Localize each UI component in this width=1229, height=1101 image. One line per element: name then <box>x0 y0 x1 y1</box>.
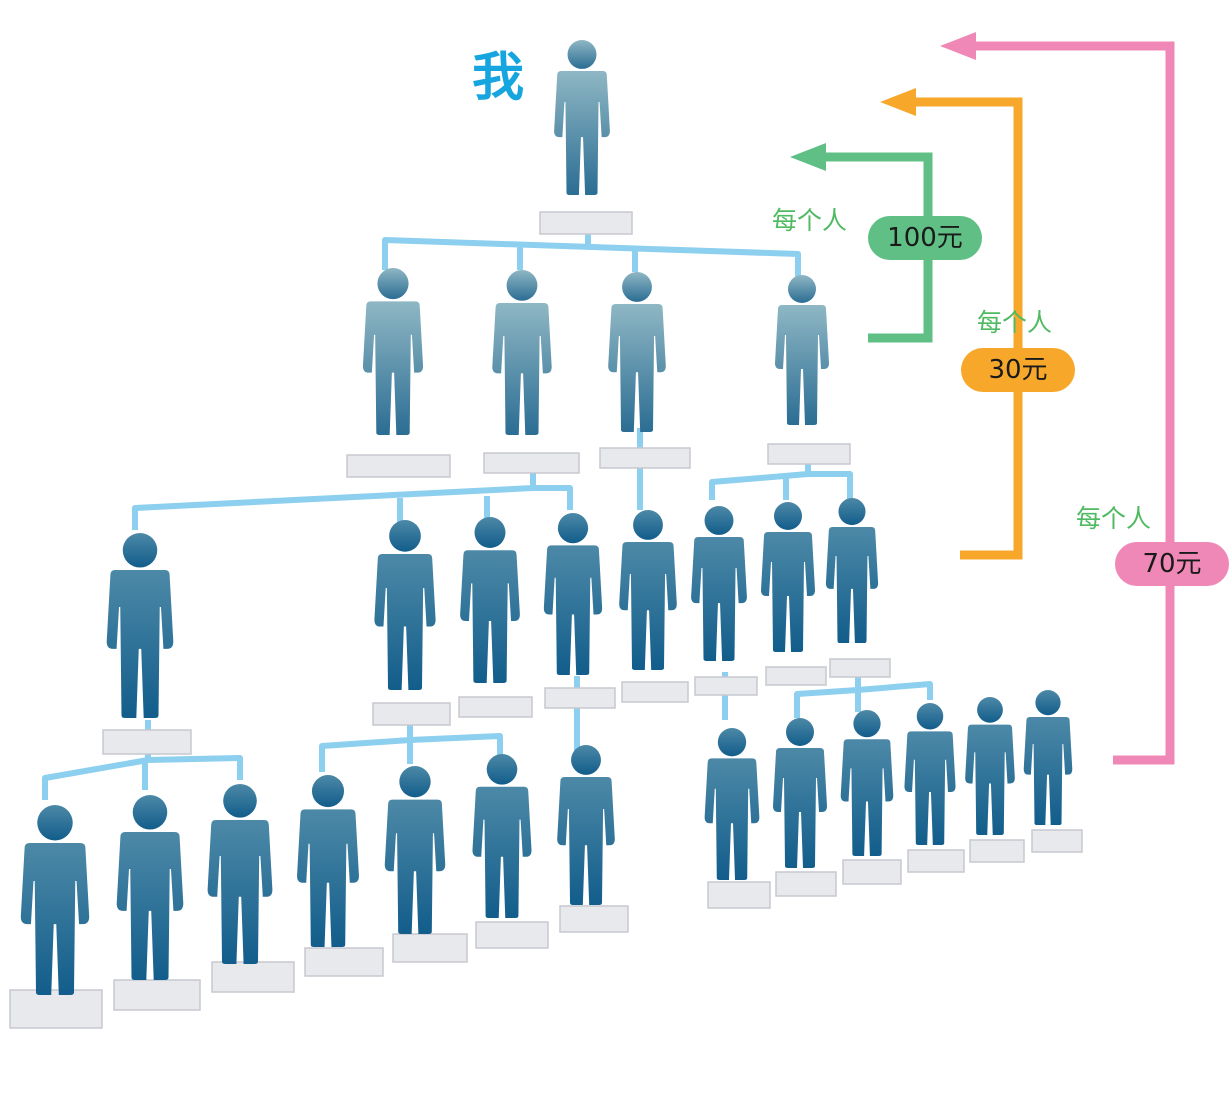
name-plate <box>304 947 384 977</box>
name-plate <box>765 666 827 686</box>
name-plate <box>372 702 451 726</box>
name-plate <box>211 961 295 993</box>
name-plate <box>102 729 192 755</box>
person-icon <box>773 718 827 868</box>
connector-line <box>808 471 853 500</box>
left-arrow-icon <box>940 32 976 60</box>
name-plate <box>842 859 902 885</box>
person-icon <box>384 766 446 934</box>
bracket-arrow <box>940 32 1175 765</box>
name-plates <box>9 211 1083 1029</box>
name-plate <box>458 696 533 718</box>
name-plate <box>9 989 103 1029</box>
person-icon <box>557 745 615 905</box>
name-plate <box>346 454 451 478</box>
connector-line <box>319 720 413 772</box>
tier3-amount-badge: 70元 <box>1115 542 1229 586</box>
person-icon <box>1023 690 1073 825</box>
me-label: 我 <box>472 48 525 108</box>
person-icon <box>761 502 815 652</box>
connector-line <box>533 485 573 510</box>
person-icon <box>704 728 760 880</box>
name-plate <box>767 443 851 465</box>
connector-line <box>147 755 243 780</box>
name-plate <box>559 905 629 933</box>
connector-line <box>857 681 933 700</box>
name-plate <box>392 933 468 963</box>
person-icon <box>965 697 1015 835</box>
tier1-per-person-label: 每个人 <box>772 206 848 235</box>
tier3-per-person-label: 每个人 <box>1076 504 1152 533</box>
connector-line <box>132 465 536 530</box>
tier2-per-person-label: 每个人 <box>977 308 1053 337</box>
name-plate <box>969 839 1025 863</box>
name-plate <box>829 658 891 678</box>
person-icon <box>554 40 610 195</box>
name-plate <box>475 921 549 949</box>
name-plate <box>599 447 691 469</box>
person-icon <box>492 270 552 435</box>
name-plate <box>483 452 580 474</box>
connector-line <box>409 733 503 758</box>
person-icon <box>840 710 894 856</box>
left-arrow-icon <box>790 143 826 171</box>
person-icon <box>775 275 829 425</box>
bracket-line <box>910 97 1023 560</box>
name-plate <box>544 687 616 709</box>
tier1-amount-badge: 100元 <box>868 216 982 260</box>
bracket-arrow <box>880 88 1023 560</box>
bracket-line <box>970 41 1175 765</box>
person-icon <box>619 510 677 670</box>
name-plate <box>539 211 633 235</box>
commission-brackets <box>790 32 1175 765</box>
name-plate <box>113 979 201 1011</box>
person-icon <box>362 268 424 435</box>
name-plate <box>707 881 771 909</box>
connector-line <box>709 462 811 500</box>
person-icon <box>608 272 666 432</box>
name-plate <box>621 681 689 703</box>
name-plate <box>694 676 758 696</box>
connector-line <box>794 676 861 718</box>
tree-connectors <box>42 232 933 800</box>
person-icon <box>207 784 273 964</box>
people <box>20 40 1073 995</box>
person-icon <box>825 498 879 643</box>
tier2-amount-badge: 30元 <box>961 348 1075 392</box>
person-icon <box>904 703 956 845</box>
person-icon <box>116 795 184 980</box>
person-icon <box>691 506 747 661</box>
person-icon <box>106 533 174 718</box>
left-arrow-icon <box>880 88 916 116</box>
name-plate <box>1031 829 1083 853</box>
person-icon <box>20 805 90 995</box>
person-icon <box>297 775 359 947</box>
person-icon <box>472 754 532 918</box>
connector-line <box>382 237 801 280</box>
person-icon <box>460 517 520 683</box>
person-icon <box>543 513 603 675</box>
name-plate <box>775 871 837 897</box>
name-plate <box>907 849 965 873</box>
person-icon <box>374 520 436 690</box>
